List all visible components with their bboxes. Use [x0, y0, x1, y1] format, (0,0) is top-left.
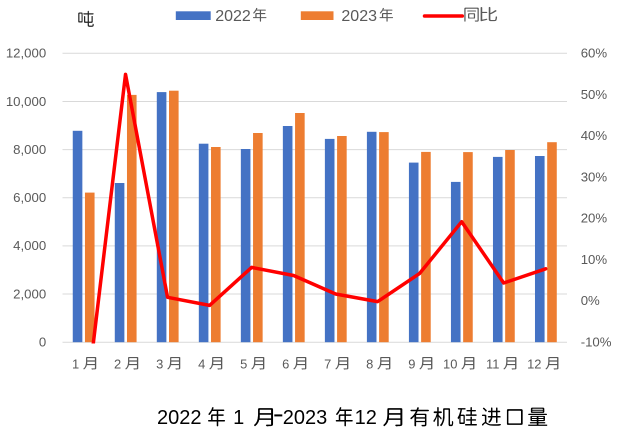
svg-text:4,000: 4,000 [13, 238, 46, 253]
svg-text:6: 6 [282, 357, 289, 372]
svg-text:10: 10 [443, 357, 457, 372]
svg-text:10%: 10% [581, 252, 608, 267]
svg-text:5: 5 [240, 357, 247, 372]
svg-text:12,000: 12,000 [6, 46, 46, 61]
svg-text:8,000: 8,000 [13, 142, 46, 157]
svg-text:-10%: -10% [581, 335, 612, 350]
svg-text:11: 11 [486, 357, 499, 372]
svg-text:2,000: 2,000 [13, 286, 46, 301]
svg-text:40%: 40% [581, 128, 608, 143]
svg-text:4: 4 [198, 357, 205, 372]
svg-text:1: 1 [233, 407, 244, 429]
svg-text:3: 3 [156, 357, 163, 372]
svg-text:2023: 2023 [341, 8, 377, 25]
svg-text:1: 1 [72, 357, 79, 372]
svg-text:2022: 2022 [157, 407, 202, 429]
svg-text:20%: 20% [581, 211, 608, 226]
svg-text:10,000: 10,000 [6, 94, 46, 109]
svg-text:9: 9 [408, 357, 415, 372]
svg-text:12: 12 [355, 407, 377, 429]
svg-text:60%: 60% [581, 46, 608, 61]
svg-text:30%: 30% [581, 169, 608, 184]
svg-text:2022: 2022 [215, 8, 251, 25]
svg-text:12: 12 [527, 357, 541, 372]
svg-text:50%: 50% [581, 87, 608, 102]
svg-text:2023: 2023 [283, 407, 328, 429]
svg-text:0: 0 [39, 335, 46, 350]
svg-text:7: 7 [324, 357, 331, 372]
svg-text:0%: 0% [581, 293, 600, 308]
svg-text:6,000: 6,000 [13, 190, 46, 205]
svg-text:2: 2 [114, 357, 121, 372]
svg-text:8: 8 [366, 357, 373, 372]
